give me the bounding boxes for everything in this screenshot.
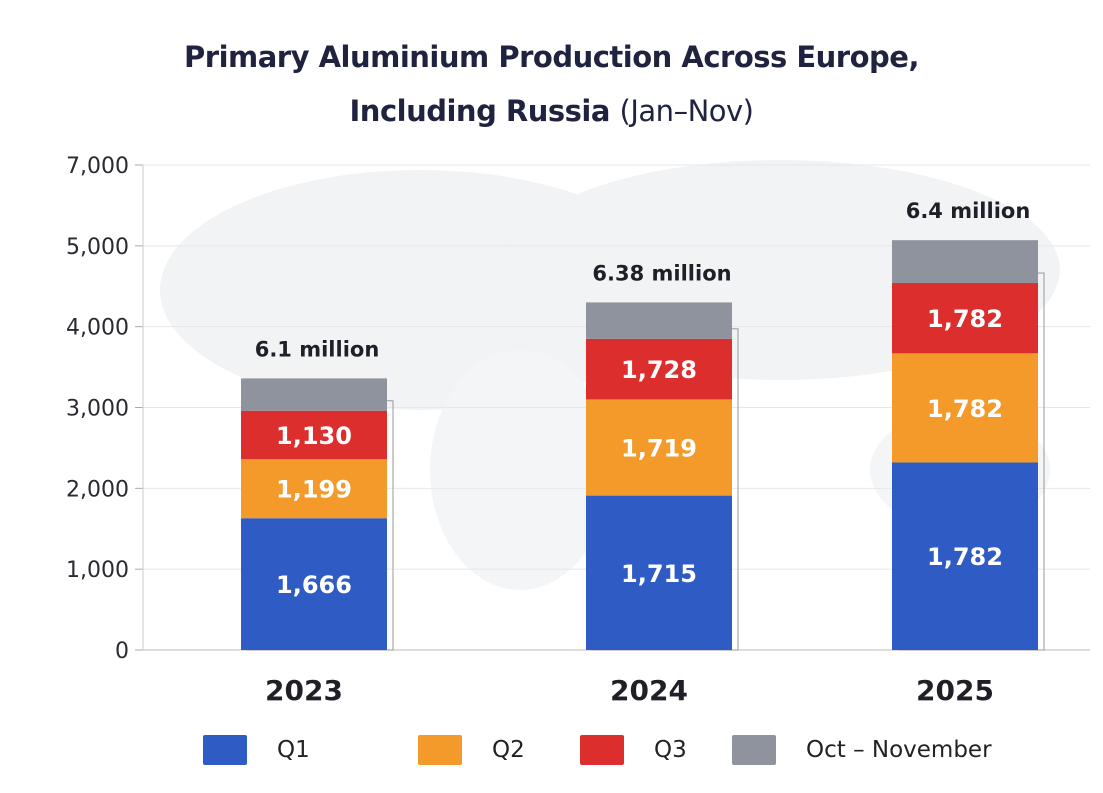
bar-value-label: 1,782 [927, 395, 1003, 423]
bar-value-label: 1,130 [276, 422, 352, 450]
legend-label: Q1 [277, 737, 310, 763]
bar-value-label: 1,199 [276, 476, 352, 504]
y-tick-label: 0 [115, 639, 129, 664]
legend-swatch [203, 735, 247, 765]
y-tick-label: 2,000 [66, 477, 129, 502]
bar-segment-2025-oct-november [892, 240, 1038, 284]
bar-value-label: 1,666 [276, 571, 352, 599]
bar-value-label: 1,715 [621, 560, 697, 588]
x-tick-label: 2025 [916, 674, 994, 707]
bar-segment-2025-q2 [892, 353, 1038, 463]
legend-swatch [580, 735, 624, 765]
legend-label: Q3 [654, 737, 687, 763]
x-tick-label: 2023 [265, 674, 343, 707]
bar-segment-2023-oct-november [241, 378, 387, 411]
bar-total-label: 6.1 million [255, 337, 380, 361]
bar-value-label: 1,728 [621, 356, 697, 384]
bar-segment-2024-q1 [586, 495, 732, 650]
y-tick-label: 3,000 [66, 397, 129, 422]
background-map-shape [430, 350, 610, 590]
y-tick-label: 5,000 [66, 235, 129, 260]
bar-total-label: 6.4 million [906, 199, 1031, 223]
legend-label: Oct – November [806, 737, 992, 763]
y-tick-label: 1,000 [66, 558, 129, 583]
y-tick-label: 7,000 [66, 154, 129, 179]
bar-segment-2023-q3 [241, 410, 387, 460]
bar-segment-2024-oct-november [586, 302, 732, 339]
bar-segment-2025-q3 [892, 283, 1038, 354]
bar-total-label: 6.38 million [592, 261, 731, 285]
legend-label: Q2 [492, 737, 525, 763]
y-tick-label: 4,000 [66, 316, 129, 341]
legend-item: Oct – November [732, 735, 992, 765]
chart-title: Primary Aluminium Production Across Euro… [184, 40, 919, 74]
bar-segment-2024-q2 [586, 399, 732, 496]
legend-swatch [732, 735, 776, 765]
legend-item: Q2 [418, 735, 525, 765]
bar-value-label: 1,782 [927, 305, 1003, 333]
bar-segment-2025-q1 [892, 462, 1038, 650]
chart-title-period: (Jan–Nov) [619, 94, 754, 128]
legend-swatch [418, 735, 462, 765]
bar-segment-2024-q3 [586, 338, 732, 400]
legend-item: Q3 [580, 735, 687, 765]
legend: Q1 Q2 Q3 Oct – November [0, 735, 1103, 767]
bar-segment-2023-q1 [241, 518, 387, 650]
bar-segment-2023-q2 [241, 459, 387, 519]
bar-value-label: 1,782 [927, 543, 1003, 571]
bar-value-label: 1,719 [621, 435, 697, 463]
chart-title-line2: Including Russia (Jan–Nov) [0, 94, 1103, 128]
legend-item: Q1 [203, 735, 310, 765]
chart-title-region: Including Russia [349, 94, 611, 128]
x-tick-label: 2024 [610, 674, 688, 707]
